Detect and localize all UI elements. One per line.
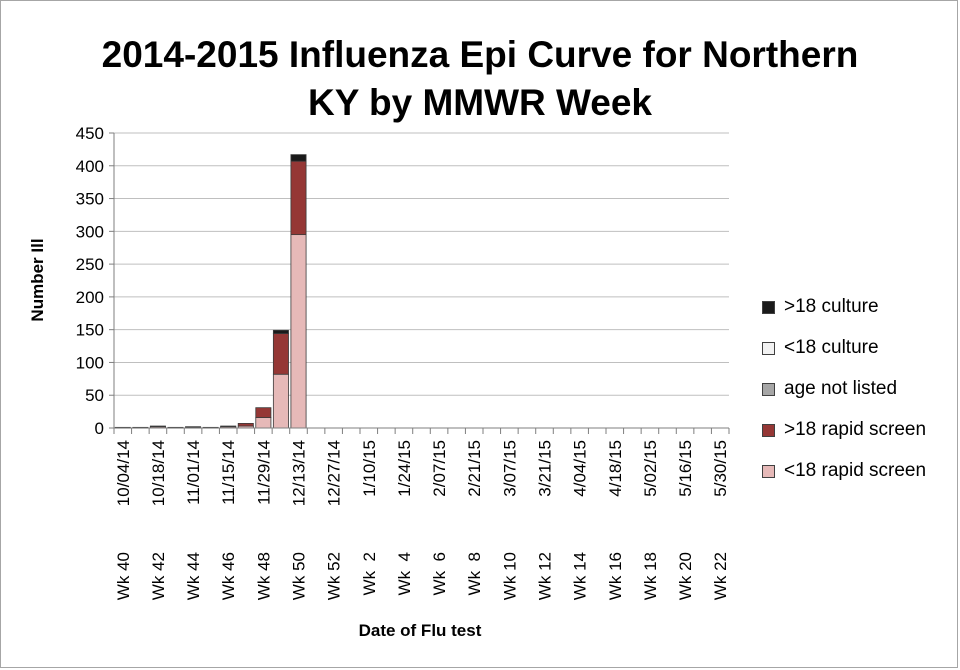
legend-label: <18 rapid screen	[784, 460, 927, 481]
x-tick-week: Wk 8	[465, 552, 484, 595]
x-tick-date: 11/01/14	[184, 440, 203, 505]
legend-swatch	[762, 342, 775, 355]
bar-segment	[290, 160, 307, 236]
legend-label: >18 culture	[784, 296, 879, 317]
bar-segment	[185, 426, 202, 428]
bar-segment	[237, 423, 254, 427]
x-tick-date: 1/10/15	[360, 440, 379, 497]
x-tick-date: 1/24/15	[395, 440, 414, 497]
chart-title-line-1: 2014-2015 Influenza Epi Curve for Northe…	[101, 34, 859, 75]
axes	[109, 132, 730, 434]
y-tick-label: 150	[76, 321, 104, 340]
x-tick-date: 10/04/14	[114, 440, 133, 506]
x-tick-date: 4/18/15	[606, 440, 625, 497]
y-tick-labels: 0 50 100 150 200 250 300 350 400 450	[76, 124, 104, 438]
x-tick-week: Wk 14	[571, 552, 590, 600]
x-tick-week: Wk 48	[254, 552, 273, 600]
x-tick-date: 5/30/15	[711, 440, 730, 497]
legend-swatch	[762, 301, 775, 314]
y-tick-label: 250	[76, 255, 104, 274]
bar-segment	[272, 373, 289, 429]
y-tick-label: 50	[85, 386, 104, 405]
legend-label: >18 rapid screen	[784, 419, 927, 440]
y-tick-label: 350	[76, 190, 104, 209]
y-axis-label: Number Ill	[28, 238, 47, 321]
legend-swatch	[762, 383, 775, 396]
legend-swatch	[762, 424, 775, 437]
gridlines	[114, 132, 729, 396]
bar-segment	[220, 425, 237, 428]
x-tick-date: 3/07/15	[500, 440, 519, 497]
chart-title-line-2: KY by MMWR Week	[307, 82, 653, 123]
x-tick-labels: 10/04/14 Wk 40 10/18/14 Wk 42 11/01/14 Wk 44 1…	[114, 440, 730, 600]
x-tick-date: 2/07/15	[430, 440, 449, 497]
x-tick-date: 5/16/15	[676, 440, 695, 497]
x-tick-date: 4/04/15	[571, 440, 590, 497]
x-tick-week: Wk 18	[641, 552, 660, 600]
x-tick-date: 12/27/14	[325, 440, 344, 506]
x-tick-week: Wk 22	[711, 552, 730, 600]
x-tick-week: Wk 10	[500, 552, 519, 600]
bar-segment	[149, 425, 166, 428]
x-tick-date: 11/29/14	[254, 440, 273, 505]
x-tick-date: 10/18/14	[149, 440, 168, 506]
x-tick-week: Wk 20	[676, 552, 695, 600]
x-tick-date: 5/02/15	[641, 440, 660, 497]
x-tick-week: Wk 6	[430, 552, 449, 595]
x-tick-date: 11/15/14	[219, 440, 238, 505]
legend-label: age not listed	[784, 378, 898, 399]
y-tick-label: 450	[76, 124, 104, 143]
x-axis-label: Date of Flu test	[359, 621, 482, 640]
bar-segment	[290, 234, 307, 429]
x-tick-week: Wk 50	[290, 552, 309, 600]
x-tick-date: 12/13/14	[290, 440, 309, 506]
x-tick-date: 3/21/15	[536, 440, 555, 497]
bar-segment	[255, 417, 272, 429]
x-tick-week: Wk 40	[114, 552, 133, 600]
bar-segment	[272, 329, 289, 335]
y-tick-label: 0	[95, 419, 104, 438]
x-tick-week: Wk 44	[184, 552, 203, 600]
legend-swatch	[762, 465, 775, 478]
x-tick-week: Wk 12	[536, 552, 555, 600]
y-tick-label: 200	[76, 288, 104, 307]
x-tick-week: Wk 46	[219, 552, 238, 600]
y-tick-label: 300	[76, 222, 104, 241]
x-tick-week: Wk 4	[395, 552, 414, 595]
bars	[114, 154, 307, 429]
x-tick-week: Wk 16	[606, 552, 625, 600]
x-tick-week: Wk 42	[149, 552, 168, 600]
x-tick-week: Wk 2	[360, 552, 379, 595]
bar-segment	[272, 333, 289, 375]
x-tick-date: 2/21/15	[465, 440, 484, 497]
y-tick-label: 400	[76, 157, 104, 176]
legend-label: <18 culture	[784, 337, 879, 358]
bar-segment	[255, 407, 272, 418]
y-tick-label: 100	[76, 353, 104, 372]
x-tick-week: Wk 52	[325, 552, 344, 600]
bar-segment	[290, 154, 307, 162]
